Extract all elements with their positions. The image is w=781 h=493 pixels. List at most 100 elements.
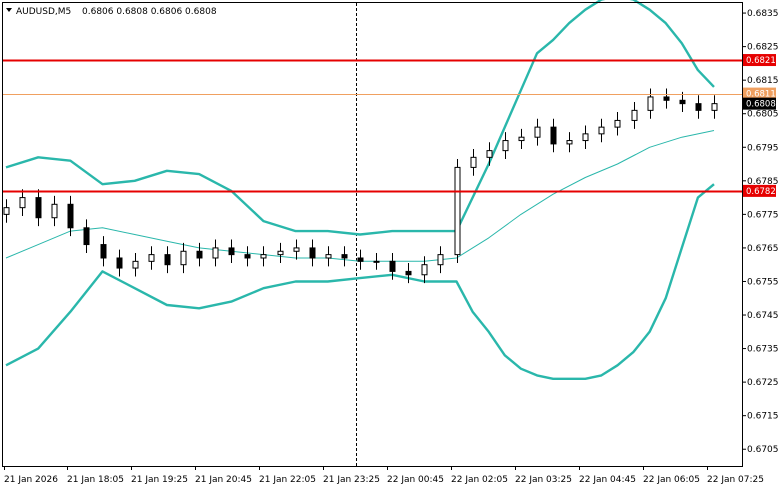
plot-frame — [2, 2, 743, 467]
symbol-label: AUDUSD,M5 — [16, 7, 71, 17]
candle-body-up — [437, 254, 444, 266]
y-tick-label: 0.6795 — [747, 143, 779, 153]
candle — [116, 249, 123, 277]
candle — [83, 219, 90, 253]
y-tick-label: 0.6805 — [747, 110, 779, 120]
candle — [325, 246, 332, 267]
candle-body-up — [3, 207, 10, 215]
bollinger-lower-band-line — [5, 183, 715, 380]
candle — [132, 252, 139, 277]
candles-layer — [3, 88, 718, 284]
candle — [277, 242, 284, 264]
candle — [405, 263, 412, 284]
candle — [486, 142, 493, 166]
candle-body-up — [631, 109, 638, 121]
candle-body-up — [325, 254, 332, 259]
candle-body-up — [534, 126, 541, 138]
y-tick-label: 0.6785 — [747, 177, 779, 187]
y-tick-label: 0.6755 — [747, 277, 779, 287]
y-tick-label: 0.6775 — [747, 210, 779, 220]
candle — [437, 246, 444, 274]
candle-body-up — [277, 250, 284, 256]
candle-body-up — [711, 103, 718, 111]
candle — [100, 236, 107, 267]
candle-body-down — [389, 260, 396, 272]
candle — [228, 239, 235, 264]
level-badge-support-label: 0.6782 — [746, 187, 776, 197]
candle-body-up — [421, 264, 428, 276]
candle-body-up — [502, 140, 509, 152]
candle-body-down — [663, 96, 670, 101]
candle-body-down — [228, 247, 235, 256]
candle-body-up — [132, 260, 139, 269]
candle-body-up — [647, 96, 654, 111]
candle-body-up — [566, 140, 573, 145]
candle-body-up — [19, 197, 26, 209]
level-badge-resistance-bg — [743, 54, 776, 67]
y-tick-label: 0.6715 — [747, 412, 779, 422]
candle-body-down — [341, 254, 348, 259]
y-axis: 0.68350.68250.68150.68050.67950.67850.67… — [742, 9, 779, 455]
x-tick-label: 21 Jan 19:25 — [131, 475, 188, 485]
candle — [631, 101, 638, 129]
levels-layer[interactable] — [3, 59, 742, 193]
candle-body-up — [180, 250, 187, 266]
x-tick-label: 21 Jan 20:45 — [195, 475, 252, 485]
bollinger-upper-band-line — [5, 0, 715, 236]
candle-body-up — [614, 119, 621, 128]
y-tick-label: 0.6705 — [747, 445, 779, 455]
candle — [196, 242, 203, 267]
current-price-badge-label: 0.6808 — [746, 100, 776, 110]
y-tick-label: 0.6765 — [747, 244, 779, 254]
candle — [373, 252, 380, 270]
candle — [711, 95, 718, 119]
ask-price-badge-label: 0.6811 — [746, 90, 776, 100]
x-tick-label: 21 Jan 2026 — [4, 475, 58, 485]
candle-body-up — [293, 247, 300, 252]
level-badge-resistance-label: 0.6821 — [746, 56, 776, 66]
candle — [67, 195, 74, 237]
triangle-down-icon[interactable] — [6, 8, 12, 12]
candle-body-up — [582, 133, 589, 142]
y-tick-label: 0.6735 — [747, 345, 779, 355]
candle-body-down — [244, 254, 251, 259]
x-tick-label: 22 Jan 06:05 — [643, 475, 700, 485]
candle-body-up — [373, 260, 380, 263]
candle — [164, 246, 171, 274]
candle — [19, 189, 26, 217]
candle — [148, 246, 155, 270]
candle-body-down — [550, 126, 557, 145]
candle-body-down — [83, 227, 90, 246]
current-price-badge-bg — [743, 97, 776, 110]
candle-body-down — [164, 254, 171, 266]
candle — [550, 118, 557, 153]
candle-body-up — [454, 166, 461, 256]
candle-body-up — [51, 203, 58, 219]
candle — [293, 239, 300, 260]
candle — [341, 246, 348, 267]
ask-price-badge-bg — [743, 87, 776, 100]
candle-body-down — [116, 257, 123, 269]
candle — [51, 195, 58, 227]
chart-header: AUDUSD,M5 0.6806 0.6808 0.6806 0.6808 — [6, 7, 217, 17]
x-tick-label: 21 Jan 22:05 — [259, 475, 316, 485]
x-tick-label: 22 Jan 04:45 — [579, 475, 636, 485]
candle-body-down — [100, 244, 107, 259]
candle-body-up — [212, 247, 219, 259]
candle-body-up — [486, 150, 493, 158]
candle — [534, 118, 541, 146]
y-tick-label: 0.6835 — [747, 9, 779, 19]
candle — [3, 199, 10, 223]
x-tick-label: 22 Jan 03:25 — [515, 475, 572, 485]
level-badge-support-bg — [743, 184, 776, 197]
candle — [421, 256, 428, 284]
candle — [454, 159, 461, 264]
candle — [35, 189, 42, 227]
candle — [647, 88, 654, 119]
candle — [260, 246, 267, 267]
candle-body-down — [405, 270, 412, 276]
